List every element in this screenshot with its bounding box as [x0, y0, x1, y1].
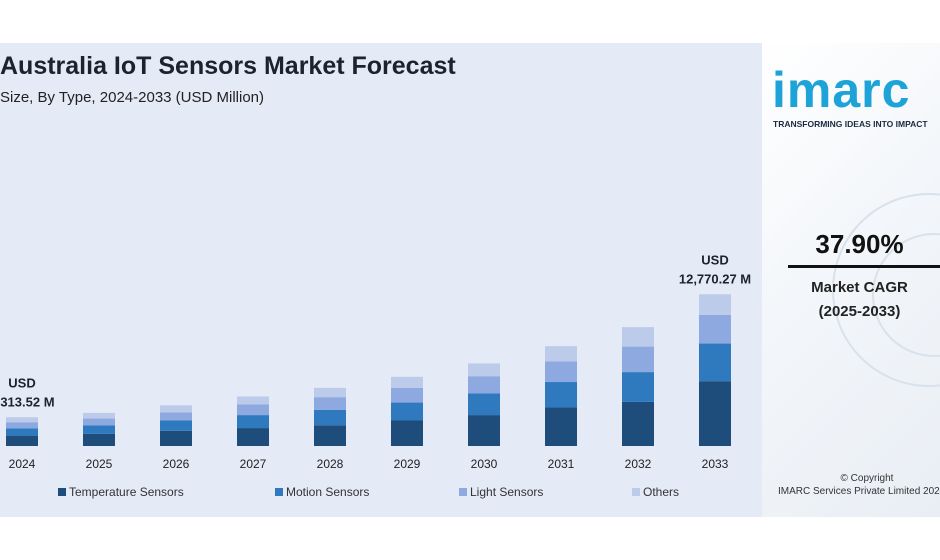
bar-total-annotation: USD	[701, 252, 728, 267]
bar-segment	[468, 393, 500, 416]
bar-total-annotation: USD	[8, 375, 35, 390]
bar-total-annotations: USD 1,313.52 M USD 12,770.27 M	[0, 252, 751, 409]
cagr-value: 37.90%	[815, 229, 904, 259]
x-tick-label: 2030	[471, 457, 498, 471]
bar-segment	[160, 405, 192, 413]
bar-segment	[237, 396, 269, 405]
bar-segment	[6, 428, 38, 436]
x-tick-label: 2032	[625, 457, 652, 471]
bar-segment	[545, 361, 577, 383]
legend-label: Motion Sensors	[286, 485, 369, 499]
bar-segment	[237, 415, 269, 429]
bar-segment	[699, 314, 731, 344]
bar-segment	[545, 407, 577, 446]
imarc-logo: imarc	[772, 62, 911, 118]
stacked-bar-chart: 2024 2025 2026 2027 2028 2029 2030 2031 2032 2033…	[0, 252, 751, 499]
legend-label: Light Sensors	[470, 485, 543, 499]
bar-segment	[468, 376, 500, 394]
x-tick-label: 2029	[394, 457, 421, 471]
legend: Temperature Sensors Motion Sensors Light S…	[58, 485, 679, 499]
x-tick-label: 2026	[163, 457, 190, 471]
bar-segment	[468, 415, 500, 446]
bar-segment	[6, 422, 38, 429]
bar-total-annotation: 1,313.52 M	[0, 394, 55, 409]
bar-segment	[699, 343, 731, 382]
bar-segment	[545, 382, 577, 408]
brand-tagline: TRANSFORMING IDEAS INTO IMPACT	[773, 119, 928, 129]
bar-segment	[699, 381, 731, 446]
legend-label: Others	[643, 485, 679, 499]
bar-segment	[468, 363, 500, 377]
bar-segment	[83, 433, 115, 446]
chart-title: Australia IoT Sensors Market Forecast	[0, 52, 456, 80]
bar-segment	[314, 397, 346, 410]
side-panel: imarc TRANSFORMING IDEAS INTO IMPACT 37.…	[762, 43, 940, 517]
cagr-period: (2025-2033)	[818, 303, 901, 320]
bar-segment	[314, 425, 346, 446]
cagr-label: Market CAGR	[811, 279, 908, 296]
cagr-divider	[788, 265, 940, 268]
bar-segment	[6, 435, 38, 446]
bar-segment	[160, 412, 192, 421]
company-name: IMARC Services Private Limited 2025	[778, 486, 940, 497]
x-tick-labels: 2024 2025 2026 2027 2028 2029 2030 2031 2032 2033	[9, 457, 729, 471]
x-tick-label: 2025	[86, 457, 113, 471]
bar-segment	[160, 420, 192, 431]
bar-segment	[83, 412, 115, 419]
x-tick-label: 2027	[240, 457, 267, 471]
bar-segment	[314, 387, 346, 398]
bar-segment	[391, 402, 423, 421]
bar-segment	[622, 401, 654, 446]
bar-segment	[391, 376, 423, 388]
bar-segment	[6, 417, 38, 423]
x-tick-label: 2031	[548, 457, 575, 471]
copyright-text: © Copyright	[840, 473, 894, 484]
bar-segment	[699, 294, 731, 315]
x-tick-label: 2028	[317, 457, 344, 471]
bar-segment	[622, 346, 654, 373]
legend-swatch	[632, 488, 640, 496]
legend-swatch	[58, 488, 66, 496]
x-tick-label: 2033	[702, 457, 729, 471]
bar-segment	[83, 418, 115, 426]
chart-subtitle: Size, By Type, 2024-2033 (USD Million)	[0, 89, 265, 106]
bar-segment	[314, 409, 346, 426]
bars-group	[6, 294, 731, 446]
x-tick-label: 2024	[9, 457, 36, 471]
legend-swatch	[275, 488, 283, 496]
legend-swatch	[459, 488, 467, 496]
bar-segment	[237, 428, 269, 446]
bar-total-annotation: 12,770.27 M	[679, 271, 751, 286]
bar-segment	[391, 420, 423, 446]
bar-segment	[622, 372, 654, 402]
bar-segment	[622, 327, 654, 347]
bar-segment	[160, 430, 192, 446]
bar-segment	[391, 387, 423, 403]
bar-segment	[83, 425, 115, 434]
legend-label: Temperature Sensors	[69, 485, 184, 499]
bar-segment	[237, 404, 269, 416]
bar-segment	[545, 346, 577, 362]
